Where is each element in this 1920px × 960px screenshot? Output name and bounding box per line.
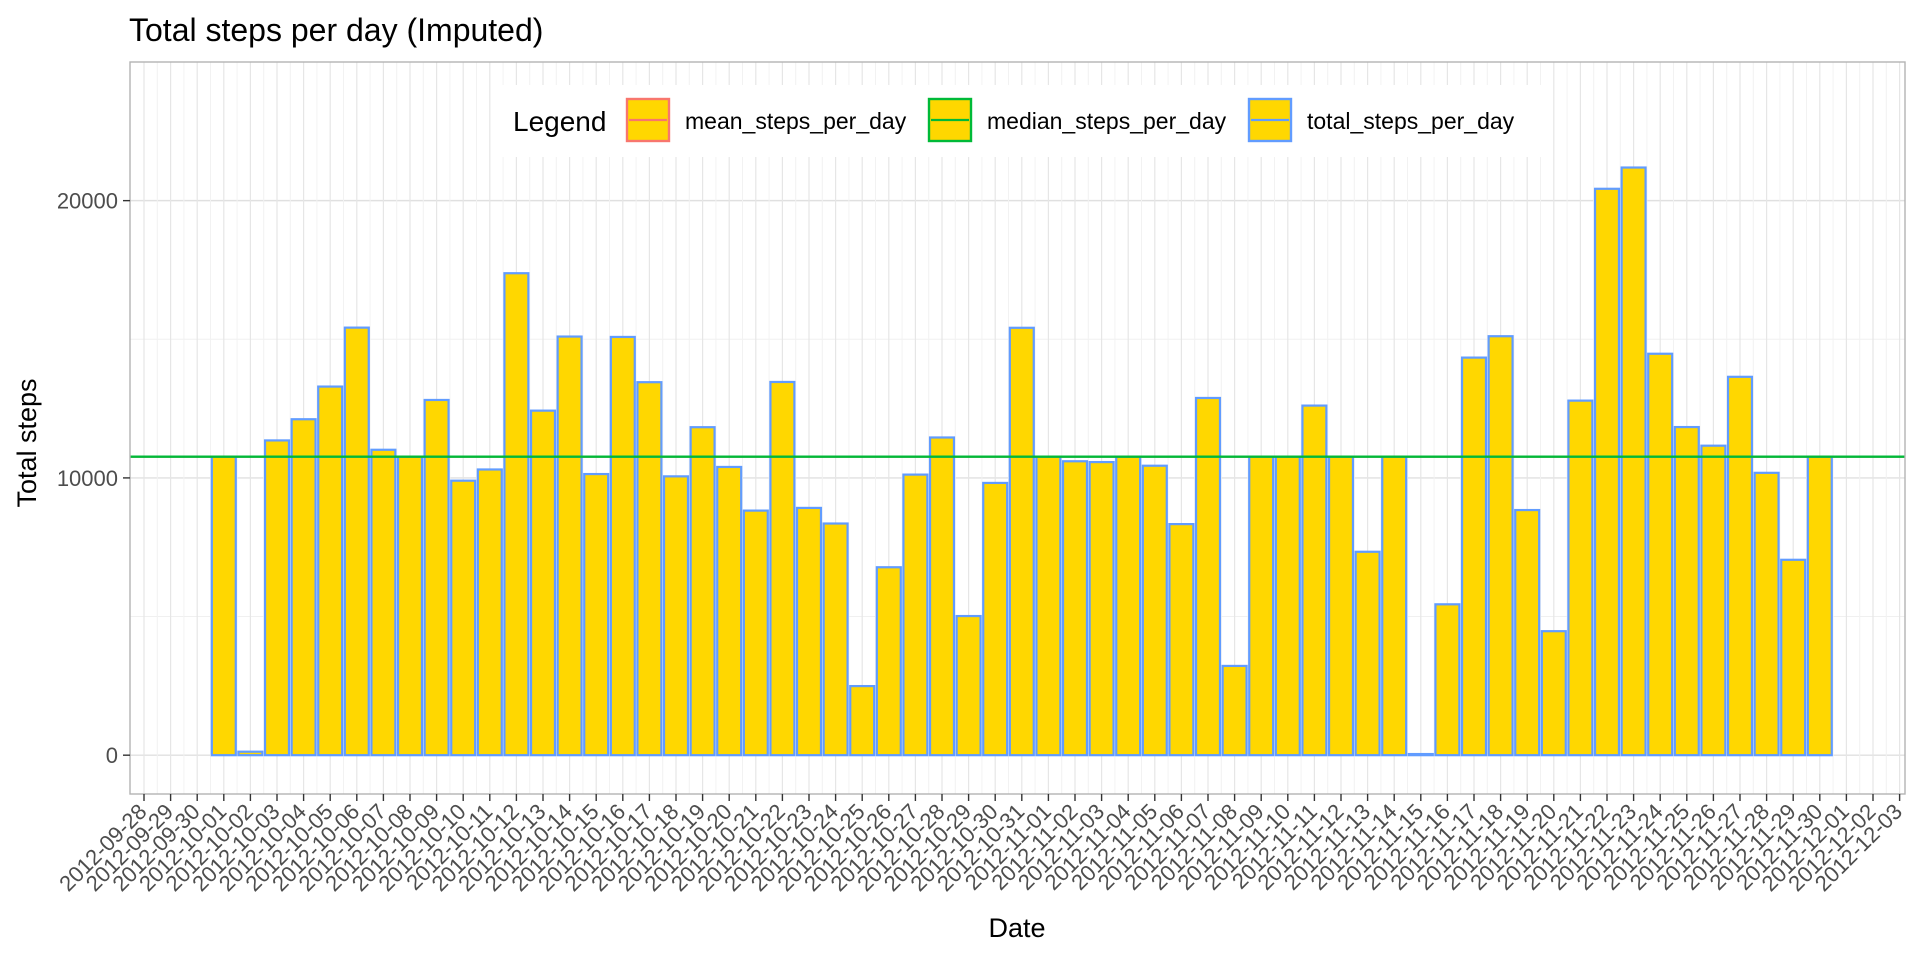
bar-2012-11-19 (1514, 508, 1541, 757)
bar-2012-11-12 (1327, 455, 1355, 757)
bar-2012-10-01 (210, 455, 237, 757)
bar-2012-11-26 (1700, 444, 1727, 757)
bar-2012-10-23 (795, 506, 823, 757)
y-axis-title: Total steps (12, 378, 42, 507)
bar-2012-10-12 (503, 272, 530, 757)
bar-2012-10-19 (689, 426, 716, 757)
bar-2012-11-21 (1567, 399, 1594, 757)
bar-2012-10-24 (822, 522, 849, 757)
legend-label: total_steps_per_day (1307, 108, 1515, 134)
bar-2012-11-06 (1168, 523, 1195, 757)
bar-2012-10-16 (609, 335, 636, 757)
legend-title: Legend (513, 106, 606, 137)
bar-2012-10-11 (476, 468, 503, 757)
y-tick-label: 0 (106, 743, 118, 768)
legend-label: mean_steps_per_day (685, 108, 907, 134)
bar-2012-11-15 (1407, 752, 1434, 757)
bar-2012-10-29 (955, 614, 982, 757)
bar-2012-11-30 (1806, 455, 1833, 757)
bar-2012-11-24 (1647, 352, 1674, 757)
bar-2012-11-28 (1753, 471, 1780, 757)
bar-2012-10-25 (849, 684, 876, 757)
bar-2012-10-28 (928, 436, 956, 757)
bar-2012-10-31 (1008, 326, 1035, 757)
bar-2012-11-09 (1248, 455, 1275, 757)
bar-2012-10-21 (742, 509, 769, 757)
bar-2012-11-17 (1460, 356, 1488, 757)
bar-2012-11-13 (1354, 550, 1381, 757)
bar-2012-11-02 (1061, 460, 1089, 757)
bar-2012-10-18 (662, 475, 690, 757)
bar-2012-10-26 (875, 566, 902, 757)
bar-2012-10-05 (317, 385, 344, 757)
bar-2012-11-14 (1381, 455, 1408, 757)
bar-2012-10-27 (902, 473, 929, 757)
bars (210, 166, 1833, 757)
bar-2012-10-07 (370, 448, 397, 757)
bar-2012-11-01 (1035, 455, 1062, 757)
bar-2012-11-08 (1221, 664, 1248, 757)
bar-2012-11-11 (1301, 404, 1328, 757)
bar-2012-10-20 (716, 465, 743, 757)
bar-2012-10-13 (529, 409, 557, 757)
bar-2012-10-30 (982, 481, 1009, 757)
bar-2012-10-08 (396, 455, 424, 757)
bar-2012-11-16 (1434, 603, 1461, 757)
bar-2012-10-04 (290, 418, 317, 757)
bar-2012-11-25 (1673, 425, 1700, 757)
bar-2012-10-15 (583, 472, 610, 757)
bar-2012-11-22 (1593, 187, 1621, 757)
bar-2012-11-05 (1141, 464, 1168, 757)
bar-2012-10-03 (263, 439, 291, 757)
bar-2012-10-06 (343, 326, 370, 757)
bar-2012-11-03 (1088, 460, 1115, 757)
y-axis: 0 10000 20000 (57, 189, 130, 768)
legend: Legend mean_steps_per_day median_steps_per… (492, 85, 1542, 157)
bar-2012-11-29 (1780, 558, 1807, 757)
bar-2012-11-20 (1540, 630, 1567, 757)
bar-2012-10-14 (556, 335, 583, 757)
bar-2012-11-18 (1487, 335, 1514, 757)
legend-label: median_steps_per_day (987, 108, 1227, 134)
y-tick-label: 10000 (57, 466, 118, 491)
bar-2012-11-27 (1726, 375, 1754, 757)
chart-title: Total steps per day (Imputed) (129, 12, 543, 48)
bar-2012-10-09 (423, 398, 450, 757)
bar-2012-11-10 (1274, 455, 1301, 757)
bar-2012-11-04 (1115, 455, 1142, 757)
y-tick-label: 20000 (57, 189, 118, 214)
bar-2012-11-23 (1620, 166, 1647, 757)
x-axis: 2012-09-282012-09-292012-09-302012-10-01… (54, 794, 1907, 896)
bar-2012-10-10 (450, 479, 477, 757)
bar-2012-11-07 (1194, 396, 1222, 757)
bar-2012-10-17 (636, 381, 663, 757)
bar-2012-10-22 (769, 380, 796, 757)
x-axis-title: Date (988, 913, 1045, 943)
plot-panel (129, 61, 1906, 795)
bar-2012-10-02 (237, 750, 264, 757)
